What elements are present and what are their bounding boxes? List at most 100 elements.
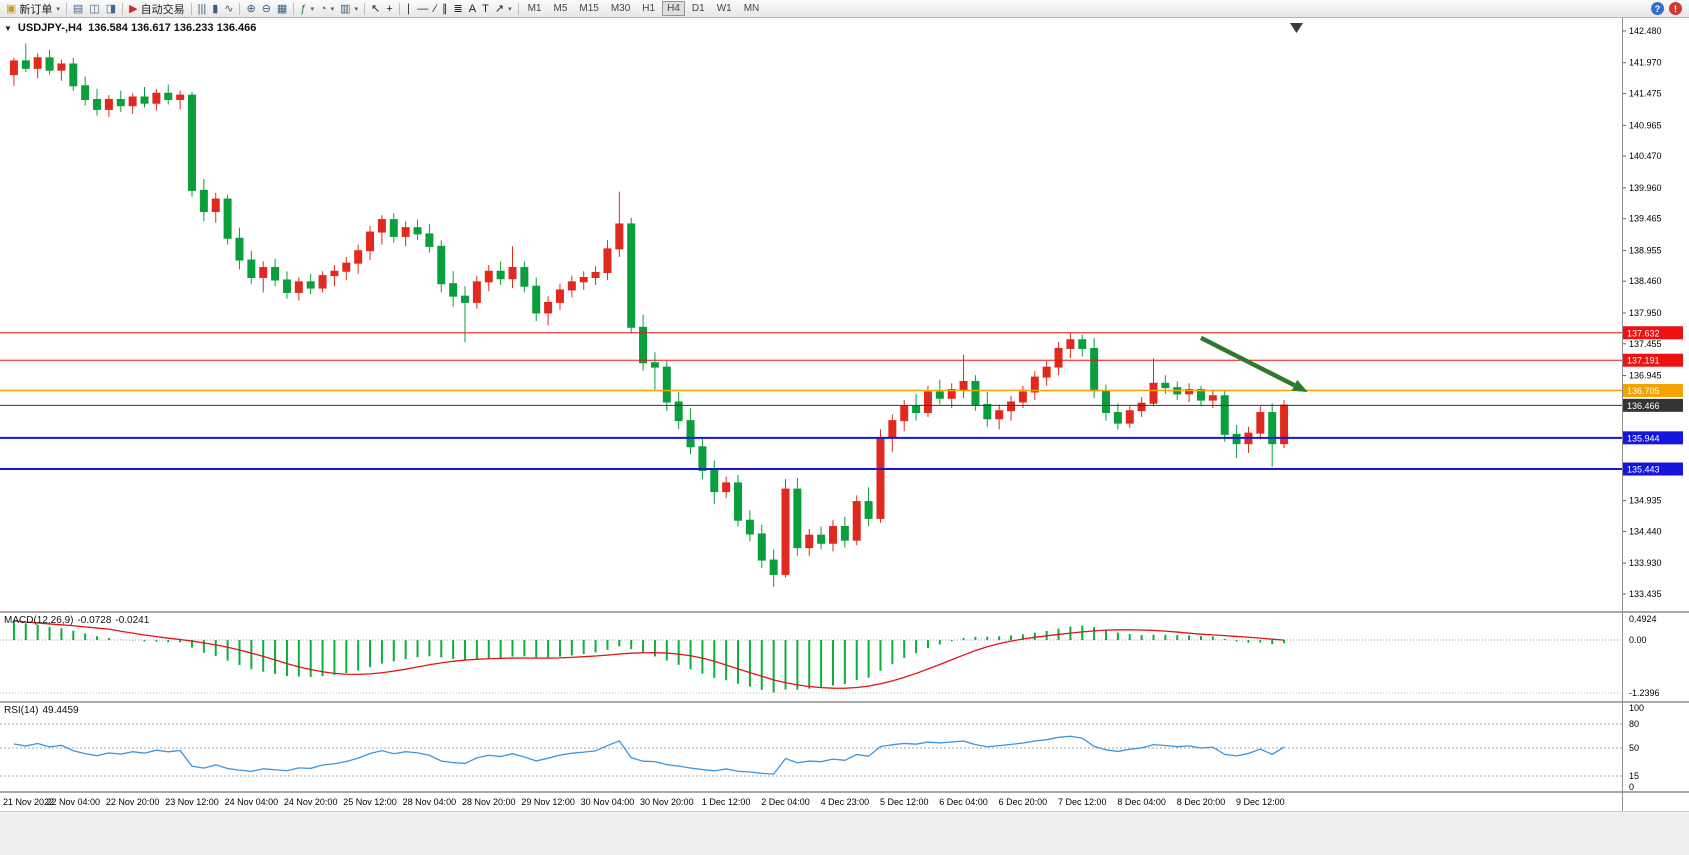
arrows-button[interactable]: ↗ ▾ [492, 2, 515, 16]
new-order-icon: ▣ [6, 2, 17, 15]
panel-separator[interactable] [0, 611, 1689, 613]
macd-label: MACD(12,26,9) [4, 615, 74, 626]
panel-separator[interactable] [0, 701, 1689, 703]
timeframe-h4-button[interactable]: H4 [662, 1, 685, 16]
text-button[interactable]: A [466, 2, 479, 16]
indicators-button[interactable]: ƒ ▾ [297, 2, 317, 16]
timeframe-mn-button[interactable]: MN [743, 3, 760, 14]
svg-text:141.475: 141.475 [1629, 89, 1662, 99]
trendline-button[interactable]: ∕ [431, 2, 439, 16]
svg-text:136.705: 136.705 [1627, 386, 1660, 396]
svg-text:140.470: 140.470 [1629, 151, 1662, 161]
line-chart-icon: ∿ [224, 2, 234, 15]
rsi-value: 49.4459 [42, 705, 79, 716]
chart-window: 142.480 141.970 141.475 140.965 140.470 139.9… [0, 18, 1689, 855]
vertical-line-button[interactable]: ∣ [403, 2, 415, 16]
trendline-icon: ∕ [434, 2, 437, 15]
bottom-strip [0, 811, 1689, 855]
horizontal-line-icon: ― [417, 2, 429, 15]
rsi-panel[interactable]: 100 80 50 15 0 RSI(14) 49.4459 [0, 703, 1689, 791]
horizontal-line-button[interactable]: ― [414, 2, 431, 16]
price-chart-panel[interactable]: 142.480 141.970 141.475 140.965 140.470 139.9… [0, 18, 1689, 611]
trend-arrow [1199, 335, 1296, 388]
symbol-period-label: USDJPY-,H4 [17, 22, 83, 34]
fibonacci-button[interactable]: ≣ [451, 2, 466, 16]
auto-trading-button-label: 自动交易 [140, 3, 185, 16]
svg-text:21 Nov 2022: 21 Nov 2022 [3, 797, 54, 807]
svg-text:139.960: 139.960 [1629, 183, 1662, 193]
cursor-icon: ↖ [371, 2, 381, 15]
zoom-out-button[interactable]: ⊖ [259, 2, 274, 16]
svg-text:134.440: 134.440 [1629, 526, 1662, 536]
crosshair-button[interactable]: + [383, 2, 395, 16]
auto-trading-button[interactable]: ▶ 自动交易 [126, 0, 187, 18]
periods-button[interactable]: ◔ ▾ [317, 2, 337, 16]
templates-button[interactable]: ▥ ▾ [337, 2, 361, 16]
help-button[interactable]: ? [1651, 2, 1664, 15]
timeframe-m30-button[interactable]: M30 [610, 3, 631, 14]
timeframe-h1-button[interactable]: H1 [642, 3, 656, 14]
arrows-icon: ↗ [494, 2, 505, 15]
timeframe-w1-button[interactable]: W1 [716, 3, 732, 14]
svg-text:-1.2396: -1.2396 [1629, 688, 1660, 698]
bar-chart-icon: ||| [197, 2, 207, 15]
chevron-down-icon: ▾ [330, 5, 335, 13]
svg-text:7 Dec 12:00: 7 Dec 12:00 [1058, 797, 1107, 807]
svg-text:6 Dec 20:00: 6 Dec 20:00 [999, 797, 1048, 807]
chart-title: ▼ USDJPY-,H4 136.584 136.617 136.233 136… [4, 22, 256, 34]
market-watch-icon: ▤ [72, 2, 84, 15]
svg-text:138.955: 138.955 [1629, 245, 1662, 255]
rsi-title: RSI(14) 49.4459 [4, 705, 79, 716]
macd-main-value: -0.0728 [77, 615, 112, 626]
market-watch-button[interactable]: ▤ [70, 2, 86, 16]
toolbar-separator [517, 2, 519, 15]
line-chart-button[interactable]: ∿ [221, 2, 236, 16]
crosshair-icon: + [386, 2, 393, 15]
chevron-down-icon: ▾ [508, 5, 512, 13]
svg-text:0.00: 0.00 [1629, 635, 1647, 645]
toolbar-separator [364, 2, 366, 15]
timeframe-d1-button[interactable]: D1 [691, 3, 705, 14]
svg-text:30 Nov 04:00: 30 Nov 04:00 [581, 797, 635, 807]
zoom-in-icon: ⊕ [246, 2, 256, 15]
svg-text:8 Dec 20:00: 8 Dec 20:00 [1177, 797, 1226, 807]
chevron-down-icon: ▾ [310, 5, 314, 13]
svg-text:29 Nov 12:00: 29 Nov 12:00 [521, 797, 575, 807]
tile-windows-button[interactable]: ▦ [274, 2, 290, 16]
svg-text:80: 80 [1629, 719, 1639, 729]
candlestick-chart-button[interactable]: ▮ [209, 2, 221, 16]
rsi-chart: 100 80 50 150 [0, 703, 1644, 791]
text-label-icon: T [482, 2, 489, 15]
zoom-in-button[interactable]: ⊕ [243, 2, 258, 16]
svg-text:2 Dec 04:00: 2 Dec 04:00 [761, 797, 810, 807]
text-label-button[interactable]: T [479, 2, 492, 16]
svg-text:28 Nov 20:00: 28 Nov 20:00 [462, 797, 516, 807]
new-order-button[interactable]: ▣ 新订单 ▾ [3, 0, 63, 18]
ohlc-values: 136.584 136.617 136.233 136.466 [88, 22, 257, 34]
svg-text:24 Nov 04:00: 24 Nov 04:00 [225, 797, 279, 807]
macd-panel[interactable]: 0.4924 0.00 -1.2396 MACD(12,26,9) -0.0728 -0… [0, 613, 1689, 701]
community-button[interactable]: ! [1669, 2, 1682, 15]
rsi-label: RSI(14) [4, 705, 39, 716]
rsi-line [13, 735, 1285, 775]
templates-icon: ▥ [340, 2, 351, 15]
fibonacci-icon: ≣ [453, 2, 463, 15]
toolbar-separator [398, 2, 400, 15]
svg-text:138.460: 138.460 [1629, 276, 1662, 286]
panel-separator[interactable] [0, 791, 1689, 793]
tile-windows-icon: ▦ [276, 2, 288, 15]
channel-button[interactable]: ∥ [439, 2, 451, 16]
navigator-button[interactable]: ◨ [103, 2, 119, 16]
cursor-button[interactable]: ↖ [368, 2, 383, 16]
timeframe-m5-button[interactable]: M5 [553, 3, 568, 14]
data-window-button[interactable]: ◫ [86, 2, 102, 16]
macd-signal-value: -0.0241 [115, 615, 150, 626]
timeframe-m1-button[interactable]: M1 [527, 3, 542, 14]
chart-dropdown-caret[interactable]: ▼ [4, 23, 12, 33]
candlestick-chart[interactable]: 142.480 141.970 141.475 140.965 140.470 139.9… [0, 18, 1689, 611]
macd-histogram [12, 620, 1286, 693]
timeframe-m15-button[interactable]: M15 [579, 3, 599, 14]
bar-chart-button[interactable]: ||| [195, 2, 210, 16]
chart-shift-marker [1290, 23, 1303, 33]
